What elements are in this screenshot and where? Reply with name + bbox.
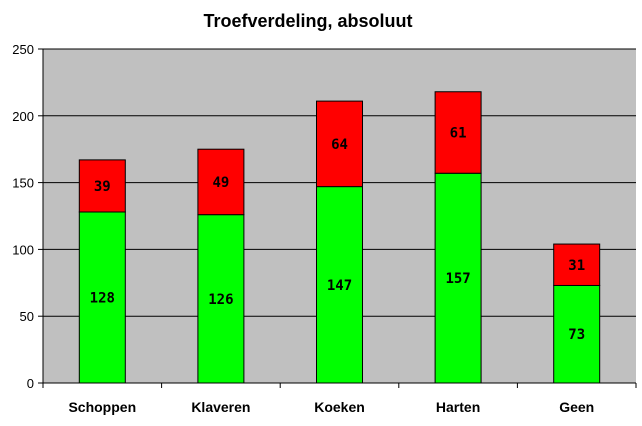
bar-segment-red <box>553 243 601 286</box>
bar-segment-green <box>197 214 245 384</box>
y-tick-label: 100 <box>12 242 34 257</box>
data-label: 128 <box>90 290 115 306</box>
data-label: 126 <box>208 292 233 308</box>
bar-segment-green <box>78 211 126 384</box>
y-tick-label: 250 <box>12 42 34 57</box>
bar-segment-green <box>316 186 363 384</box>
data-label: 147 <box>327 278 352 294</box>
bars <box>78 91 601 384</box>
chart-title: Troefverdeling, absoluut <box>203 11 412 31</box>
category-labels: Schoppen Klaveren Koeken Harten Geen <box>68 399 594 415</box>
tick-labels: 0 50 100 150 200 250 <box>12 42 34 391</box>
data-label: 73 <box>568 327 585 343</box>
data-label: 39 <box>94 179 111 195</box>
data-label: 31 <box>568 258 585 274</box>
data-labels: 128 39 126 49 147 64 157 61 73 31 <box>90 126 585 344</box>
category-label: Koeken <box>314 399 365 415</box>
category-label: Harten <box>436 399 480 415</box>
bar-segment-red <box>78 159 126 213</box>
category-label: Klaveren <box>191 399 250 415</box>
category-label: Geen <box>559 399 594 415</box>
data-label: 49 <box>212 175 229 191</box>
y-tick-label: 0 <box>27 376 34 391</box>
data-label: 64 <box>331 137 348 153</box>
y-tick-label: 200 <box>12 109 34 124</box>
y-tick-label: 150 <box>12 176 34 191</box>
data-label: 61 <box>450 126 467 142</box>
category-label: Schoppen <box>68 399 136 415</box>
y-tick-label: 50 <box>20 309 34 324</box>
data-label: 157 <box>445 271 470 287</box>
bar-segment-red <box>434 91 482 174</box>
bar-segment-red <box>197 148 245 216</box>
bar-segment-red <box>316 100 363 188</box>
axes <box>38 48 637 388</box>
